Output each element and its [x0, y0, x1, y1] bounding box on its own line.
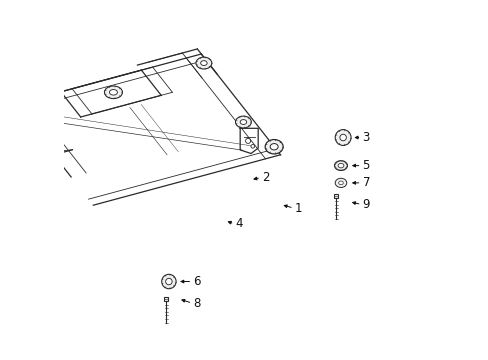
Text: 7: 7 — [362, 176, 369, 189]
Ellipse shape — [104, 86, 122, 99]
Ellipse shape — [339, 134, 346, 141]
Circle shape — [250, 144, 254, 148]
Ellipse shape — [162, 274, 176, 289]
Ellipse shape — [264, 140, 283, 154]
Bar — [163, 297, 168, 301]
Ellipse shape — [196, 57, 211, 69]
Ellipse shape — [270, 144, 278, 150]
Ellipse shape — [338, 181, 343, 185]
Text: 4: 4 — [235, 217, 243, 230]
Circle shape — [42, 148, 47, 154]
Ellipse shape — [337, 163, 343, 168]
Ellipse shape — [335, 178, 346, 188]
Text: 9: 9 — [362, 198, 369, 211]
Ellipse shape — [240, 120, 246, 125]
Ellipse shape — [335, 130, 350, 145]
Circle shape — [43, 150, 46, 153]
Ellipse shape — [334, 161, 347, 171]
Text: 5: 5 — [362, 159, 369, 172]
Ellipse shape — [200, 60, 207, 66]
Text: 8: 8 — [193, 297, 201, 310]
Circle shape — [245, 138, 250, 143]
Ellipse shape — [235, 116, 251, 128]
Text: 1: 1 — [294, 202, 302, 215]
Ellipse shape — [165, 278, 172, 285]
Text: 3: 3 — [362, 131, 369, 144]
Ellipse shape — [109, 90, 117, 95]
Text: 6: 6 — [193, 275, 201, 288]
Text: 2: 2 — [262, 171, 269, 184]
Bar — [333, 194, 338, 198]
